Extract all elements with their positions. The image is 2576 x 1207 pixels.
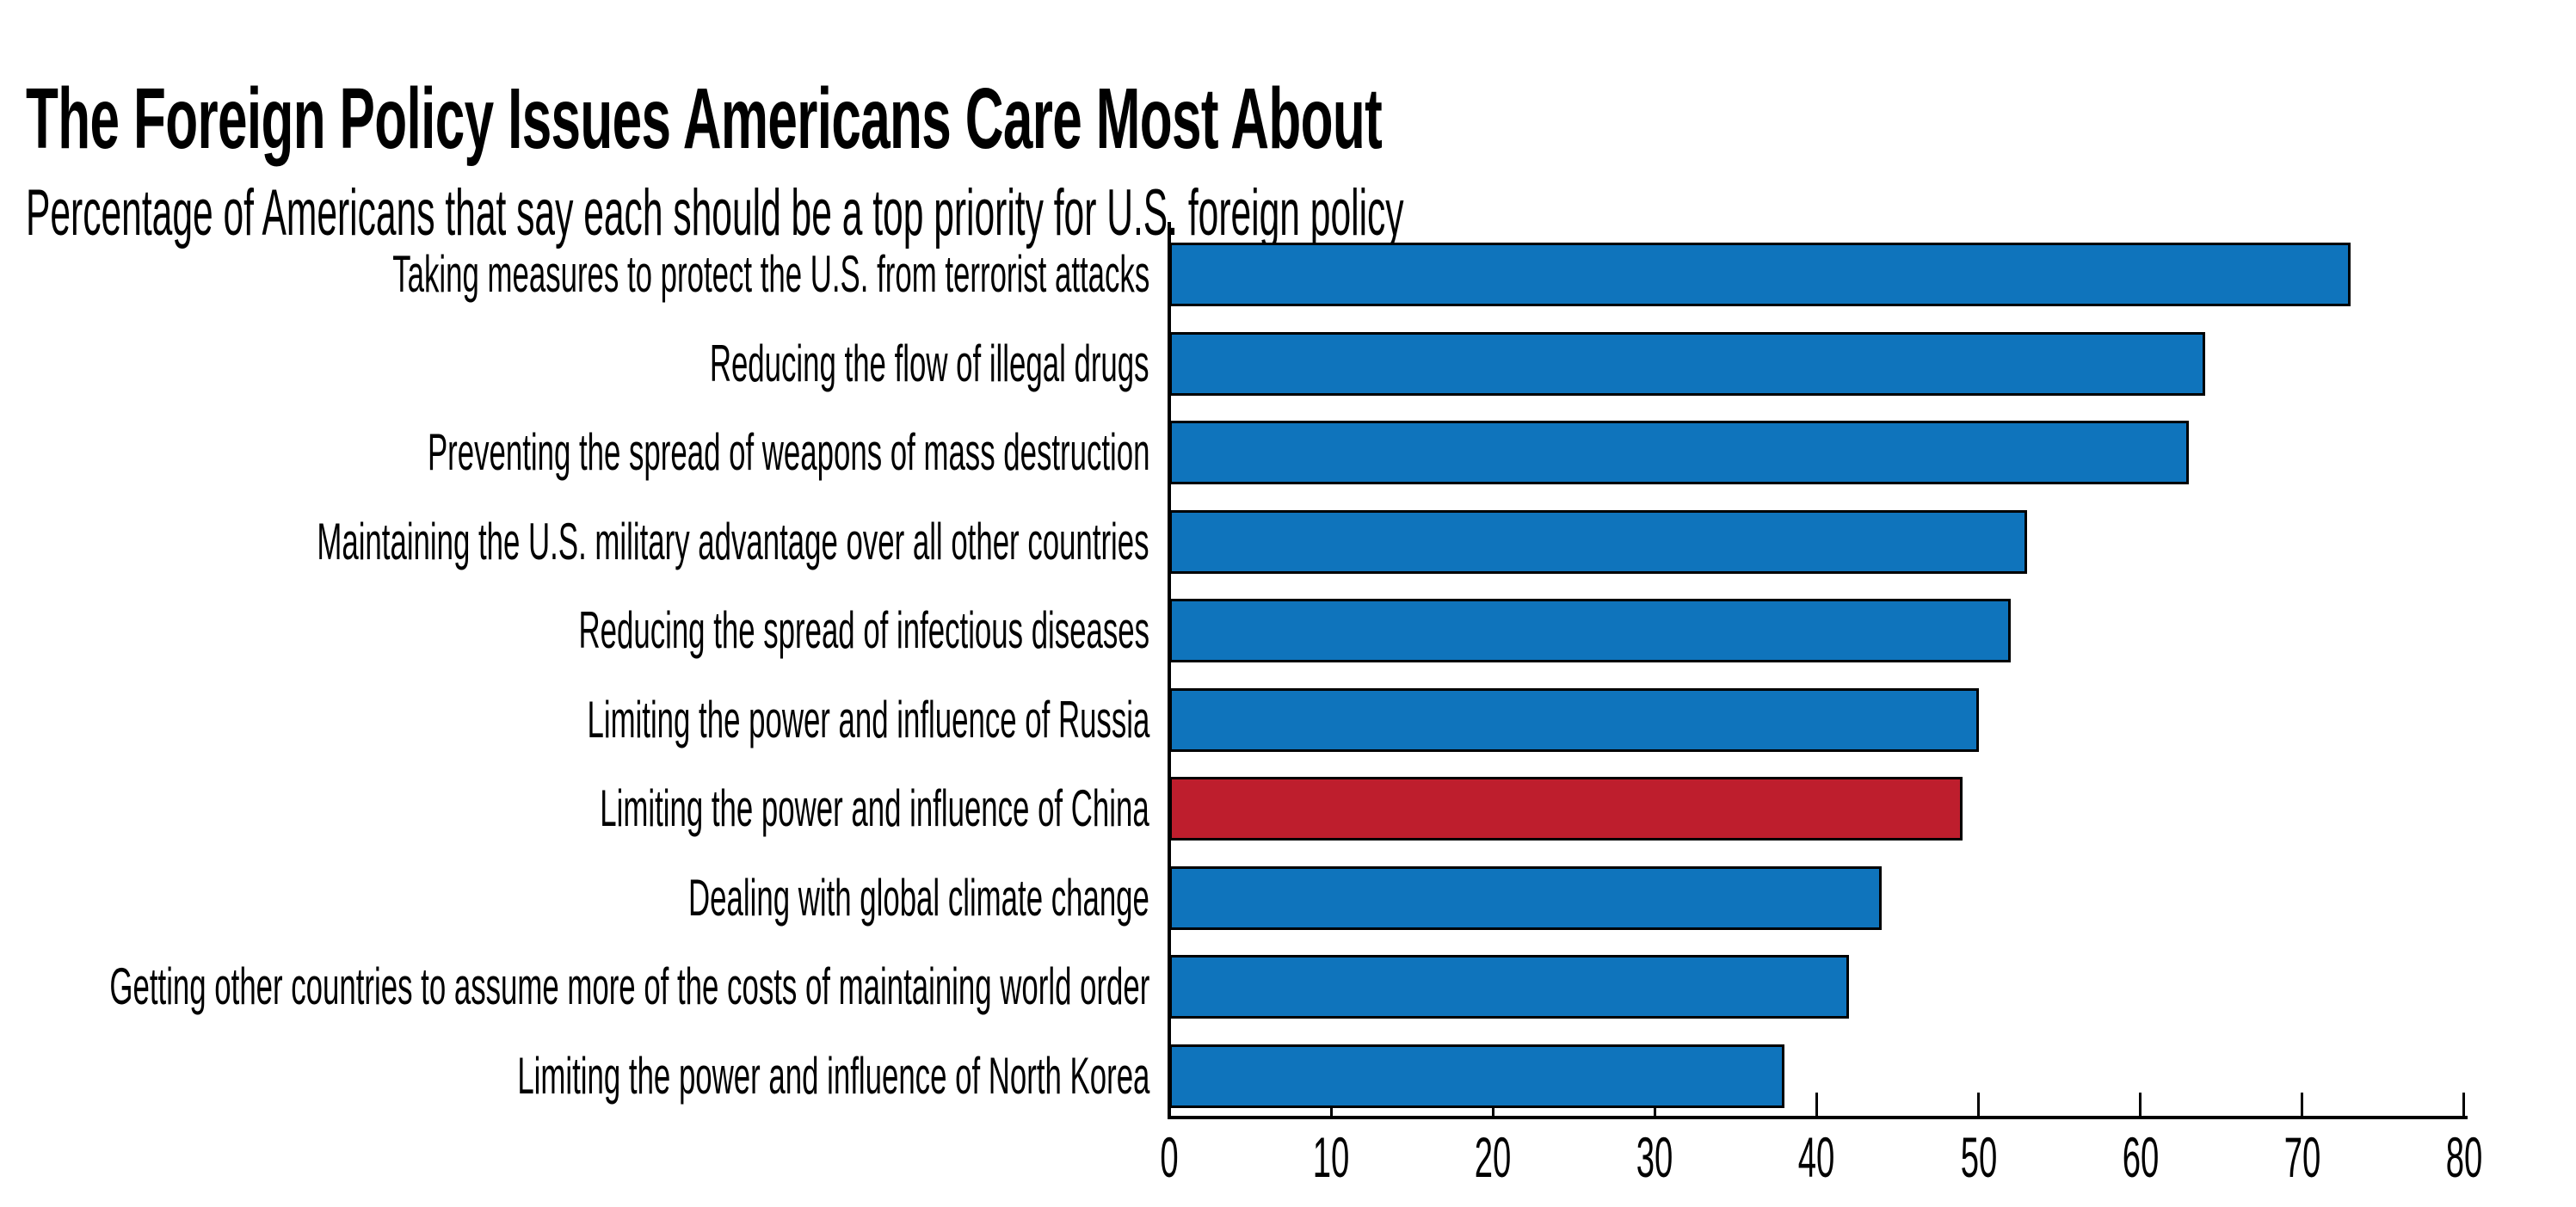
bar-5	[1169, 687, 1979, 752]
x-tick-label-50: 50	[1960, 1125, 1997, 1189]
category-label-3: Maintaining the U.S. military advantage …	[317, 512, 1149, 570]
x-tick-label-40: 40	[1798, 1125, 1835, 1189]
x-tick-70	[2301, 1093, 2304, 1116]
category-label-6: Limiting the power and influence of Chin…	[600, 779, 1149, 837]
x-tick-label-70: 70	[2283, 1125, 2320, 1189]
x-axis-line	[1168, 1116, 2468, 1119]
category-label-8: Getting other countries to assume more o…	[109, 958, 1149, 1015]
x-tick-80	[2462, 1093, 2466, 1116]
bar-9	[1169, 1044, 1784, 1108]
x-tick-60	[2139, 1093, 2142, 1116]
bar-2	[1169, 421, 2190, 484]
bar-7	[1169, 865, 1882, 930]
bar-6	[1169, 777, 1963, 841]
bar-8	[1169, 955, 1850, 1019]
chart-title: The Foreign Policy Issues Americans Care…	[26, 71, 1383, 167]
x-tick-label-10: 10	[1312, 1125, 1350, 1189]
category-label-7: Dealing with global climate change	[688, 868, 1149, 927]
y-axis-line	[1168, 222, 1171, 1119]
x-tick-label-0: 0	[1160, 1125, 1179, 1189]
category-label-1: Reducing the flow of illegal drugs	[710, 334, 1149, 392]
x-tick-50	[1977, 1093, 1980, 1116]
chart-subtitle: Percentage of Americans that say each sh…	[26, 176, 1404, 249]
bar-3	[1169, 509, 2027, 574]
x-tick-label-20: 20	[1474, 1125, 1512, 1189]
category-label-4: Reducing the spread of infectious diseas…	[578, 601, 1149, 659]
x-tick-label-60: 60	[2122, 1125, 2159, 1189]
bar-1	[1169, 331, 2205, 396]
category-label-2: Preventing the spread of weapons of mass…	[427, 423, 1149, 481]
x-tick-40	[1815, 1093, 1818, 1116]
category-label-9: Limiting the power and influence of Nort…	[516, 1046, 1149, 1105]
bar-4	[1169, 599, 2012, 662]
category-label-5: Limiting the power and influence of Russ…	[587, 690, 1149, 748]
x-tick-label-30: 30	[1636, 1125, 1673, 1189]
category-label-0: Taking measures to protect the U.S. from…	[392, 245, 1149, 303]
bar-0	[1169, 243, 2351, 306]
x-tick-label-80: 80	[2445, 1125, 2483, 1189]
